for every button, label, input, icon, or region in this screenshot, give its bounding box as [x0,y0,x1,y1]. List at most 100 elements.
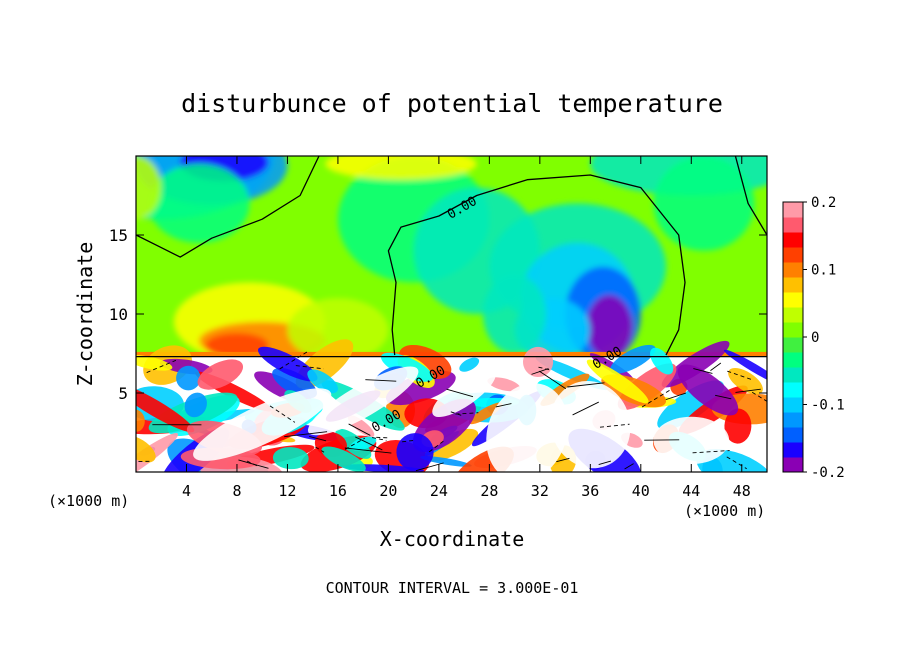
turbulent-cell [272,447,309,470]
lower-contour-line [344,437,366,450]
colorbar-swatch [783,217,803,233]
colorbar-swatch [783,247,803,263]
lower-contour-line [315,446,325,453]
x-tick-label: 8 [232,482,241,500]
colorbar-swatch [783,202,803,218]
colorbar-swatch [783,262,803,278]
x-axis-label: X-coordinate [380,527,525,551]
lower-contour-line [598,460,611,465]
field-blob [205,332,269,359]
lower-contour-line [538,366,552,371]
lower-contour-line [624,463,634,470]
colorbar-swatch [783,412,803,428]
colorbar-swatch [783,457,803,473]
colorbar-tick-label: -0.1 [811,398,845,414]
turbulent-cell [197,359,244,390]
zero-contour-line [136,156,320,258]
plot-area [136,156,767,472]
lower-contour-line [402,439,416,443]
y-tick-label: 5 [118,384,128,403]
lower-contour-line [572,401,599,416]
lower-contour-line [495,403,512,408]
field-blob [586,295,632,359]
colorbar-swatch [783,442,803,458]
lower-contour-line [348,423,371,436]
field-upper-layer [136,156,767,362]
y-tick-label: 10 [109,305,128,324]
white-streak [307,366,419,436]
x-tick-label: 20 [379,482,397,500]
lower-contour-line [295,365,324,370]
colorbar-swatch [783,427,803,443]
turbulent-cell [176,365,201,391]
turbulent-cell [487,377,521,392]
white-streak [653,416,730,465]
field-blob [287,298,389,362]
x-axis-ticks: 4 8 12 16 20 24 28 32 36 40 44 48 [182,156,751,500]
lower-contour-line [376,436,390,439]
x-tick-label: 32 [531,482,549,500]
turbulent-cell [724,408,752,444]
lower-contour-line [365,379,397,382]
turbulent-cell [610,344,656,374]
zero-contour-line [734,156,767,236]
lower-contour-line [715,394,732,400]
field-blob [325,156,477,180]
x-tick-label: 40 [632,482,650,500]
turbulent-cell [586,359,649,404]
turbulent-cell [650,347,674,375]
y-axis-ticks: 5 10 15 [109,226,767,403]
lower-contour-line [446,388,474,398]
turbulent-cell [422,428,479,462]
white-streak [432,368,496,418]
lower-contour-line [599,423,630,428]
turbulent-cell [468,402,503,425]
x-tick-label: 48 [733,482,751,500]
turbulent-cell [723,349,767,386]
colorbar-tick-label: 0 [811,330,819,346]
turbulent-cell [136,383,195,433]
x-unit-label-left: (×1000 m) [48,492,129,510]
lower-contour-line [428,440,444,453]
lower-contour-line [246,460,258,467]
turbulent-cell [184,392,207,418]
turbulent-cell [396,433,434,471]
lower-contour-line [455,412,479,415]
interface-band [136,351,767,357]
lower-contour-line [344,447,392,454]
lower-contour-line [146,359,177,373]
turbulent-cell [385,370,456,406]
turbulent-cell [136,435,156,463]
lower-contour-line [692,450,730,454]
x-tick-label: 16 [329,482,347,500]
x-tick-label: 4 [182,482,191,500]
colorbar-swatch [783,292,803,308]
zero-contours [136,156,767,472]
lower-contour-line [567,382,605,388]
turbulent-cell [677,364,739,416]
x-tick-label: 24 [430,482,448,500]
lower-contour-line [269,405,296,423]
lower-contour-line [710,362,722,371]
field-blob [653,156,755,251]
x-unit-label-right: (×1000 m) [684,502,765,520]
colorbar-swatch [783,322,803,338]
x-tick-label: 28 [480,482,498,500]
colorbar-swatch [783,382,803,398]
lower-contour-line [727,370,754,381]
x-tick-label: 36 [581,482,599,500]
y-tick-label: 15 [109,226,128,245]
colorbar-swatch [783,307,803,323]
colorbar-tick-label: 0.2 [811,195,836,211]
zero-contour-line [387,174,686,356]
turbulent-cell [420,456,472,467]
lower-contour-line [693,368,713,374]
lower-contour-line [751,391,767,402]
lower-contour-line [556,457,570,463]
lower-contour-line [665,392,687,401]
white-streak [550,380,631,469]
lower-contour-line [279,351,308,370]
lower-contour-line [641,389,671,408]
turbulent-cell [459,357,480,372]
